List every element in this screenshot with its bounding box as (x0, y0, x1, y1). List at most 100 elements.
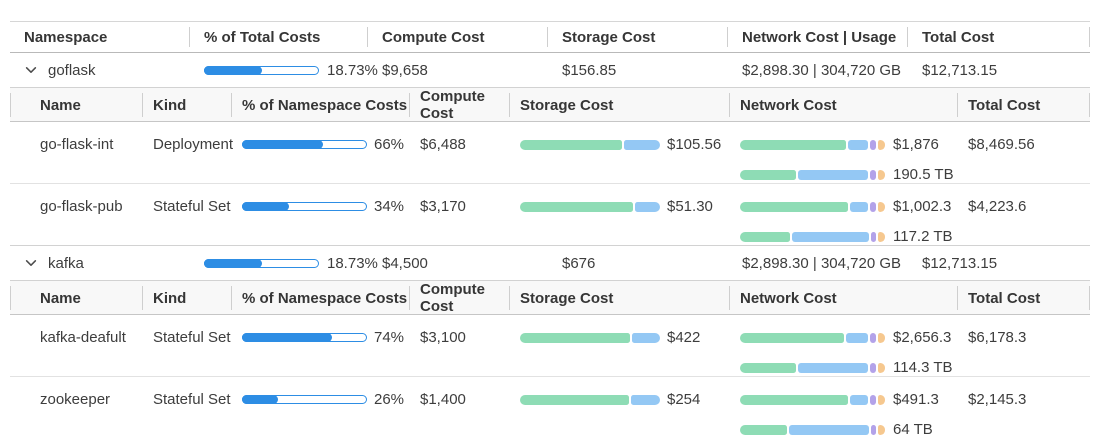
namespace-block-kafka: kafka 18.73% $4,500 $676 $2,898.30 | 304… (10, 246, 1090, 436)
compute-cost-value: $6,488 (420, 136, 466, 153)
purple-bar-segment (870, 394, 877, 405)
pct-total-costs-bar (204, 258, 319, 268)
green-bar-segment (740, 139, 846, 150)
column-header-total-cost: Total Cost (908, 22, 1090, 52)
workload-row-zookeeper[interactable]: zookeeper Stateful Set 26% $1,400 $254 $… (10, 377, 1090, 436)
workload-kind: Stateful Set (153, 329, 231, 346)
pct-namespace-costs-bar (242, 202, 367, 211)
namespace-row-goflask[interactable]: goflask 18.73% $9,658 $156.85 $2,898.30 … (10, 53, 1090, 88)
network-cost-bar (740, 139, 885, 150)
pct-namespace-costs-value: 74% (374, 329, 405, 346)
pct-namespace-costs-bar (242, 395, 367, 404)
column-header-total-cost: Total Cost (958, 88, 1090, 122)
network-usage-value: 190.5 TB (893, 166, 954, 183)
workload-name: go-flask-pub (40, 198, 123, 215)
namespace-name: goflask (48, 61, 96, 79)
namespace-block-goflask: goflask 18.73% $9,658 $156.85 $2,898.30 … (10, 53, 1090, 246)
workload-kind: Stateful Set (153, 198, 231, 215)
storage-cost-bar (520, 332, 660, 343)
storage-cost-value: $105.56 (667, 136, 722, 153)
storage-cost-value: $676 (562, 254, 596, 272)
pct-total-costs-value: 18.73% (327, 254, 378, 272)
blue-bar-segment (632, 332, 660, 343)
total-cost-value: $2,145.3 (968, 391, 1027, 408)
pct-namespace-costs-value: 26% (374, 391, 405, 408)
network-cost-value: $2,656.3 (893, 329, 952, 346)
orange-bar-segment (878, 332, 885, 343)
purple-bar-segment (870, 139, 877, 150)
namespace-cost-table: Namespace % of Total Costs Compute Cost … (10, 21, 1090, 436)
blue-bar-segment (624, 139, 660, 150)
column-header-kind: Kind (143, 281, 232, 315)
namespace-row-kafka[interactable]: kafka 18.73% $4,500 $676 $2,898.30 | 304… (10, 246, 1090, 281)
network-cost-usage-value: $2,898.30 | 304,720 GB (742, 254, 902, 272)
network-cost-bar (740, 332, 885, 343)
orange-bar-segment (878, 231, 886, 242)
blue-bar-segment (797, 362, 869, 373)
main-table-header: Namespace % of Total Costs Compute Cost … (10, 21, 1090, 53)
workload-kind: Stateful Set (153, 391, 231, 408)
orange-bar-segment (878, 169, 885, 180)
total-cost-value: $12,713.15 (922, 254, 998, 272)
green-bar-segment (740, 332, 845, 343)
workload-kind: Deployment (153, 136, 234, 153)
network-usage-value: 64 TB (893, 421, 933, 436)
chevron-down-icon[interactable] (24, 63, 38, 77)
blue-bar-segment (789, 424, 869, 435)
total-cost-value: $6,178.3 (968, 329, 1027, 346)
column-header-pct-namespace-costs: % of Namespace Costs (232, 88, 410, 122)
orange-bar-segment (878, 362, 885, 373)
workload-row-go-flask-int[interactable]: go-flask-int Deployment 66% $6,488 $105.… (10, 122, 1090, 184)
storage-cost-bar (520, 201, 660, 212)
workload-table-header: Name Kind % of Namespace Costs Compute C… (10, 88, 1090, 122)
network-cost-value: $1,876 (893, 136, 939, 153)
pct-total-costs-bar (204, 65, 319, 75)
column-header-pct-total-costs: % of Total Costs (190, 22, 368, 52)
blue-bar-segment (797, 169, 869, 180)
pct-namespace-costs-bar (242, 333, 367, 342)
orange-bar-segment (878, 201, 885, 212)
orange-bar-segment (878, 394, 885, 405)
purple-bar-segment (870, 201, 877, 212)
workload-name: go-flask-int (40, 136, 114, 153)
blue-bar-segment (631, 394, 660, 405)
purple-bar-segment (870, 332, 877, 343)
column-header-compute-cost: Compute Cost (368, 22, 548, 52)
compute-cost-value: $9,658 (382, 61, 428, 79)
column-header-pct-namespace-costs: % of Namespace Costs (232, 281, 410, 315)
blue-bar-segment (792, 231, 869, 242)
green-bar-segment (520, 139, 623, 150)
network-cost-bar (740, 201, 885, 212)
column-header-network-cost-usage: Network Cost | Usage (728, 22, 908, 52)
blue-bar-segment (635, 201, 660, 212)
storage-cost-value: $254 (667, 391, 701, 408)
network-usage-value: 114.3 TB (893, 359, 953, 376)
pct-total-costs-value: 18.73% (327, 61, 378, 79)
green-bar-segment (740, 201, 849, 212)
workload-row-go-flask-pub[interactable]: go-flask-pub Stateful Set 34% $3,170 $51… (10, 184, 1090, 246)
storage-cost-value: $51.30 (667, 198, 713, 215)
storage-cost-value: $156.85 (562, 61, 617, 79)
workload-name: kafka-deafult (40, 329, 126, 346)
blue-bar-segment (850, 394, 869, 405)
column-header-storage-cost: Storage Cost (510, 88, 730, 122)
blue-bar-segment (850, 201, 869, 212)
column-header-storage-cost: Storage Cost (548, 22, 728, 52)
green-bar-segment (520, 394, 630, 405)
pct-namespace-costs-bar (242, 140, 367, 149)
green-bar-segment (520, 332, 631, 343)
column-header-name: Name (10, 88, 143, 122)
network-cost-value: $1,002.3 (893, 198, 952, 215)
workload-name: zookeeper (40, 391, 111, 408)
storage-cost-value: $422 (667, 329, 701, 346)
column-header-total-cost: Total Cost (958, 281, 1090, 315)
green-bar-segment (740, 394, 849, 405)
column-header-compute-cost: Compute Cost (410, 281, 510, 315)
blue-bar-segment (846, 332, 869, 343)
workload-row-kafka-deafult[interactable]: kafka-deafult Stateful Set 74% $3,100 $4… (10, 315, 1090, 377)
network-usage-bar (740, 231, 886, 242)
blue-bar-segment (847, 139, 869, 150)
compute-cost-value: $3,100 (420, 329, 466, 346)
chevron-down-icon[interactable] (24, 256, 38, 270)
